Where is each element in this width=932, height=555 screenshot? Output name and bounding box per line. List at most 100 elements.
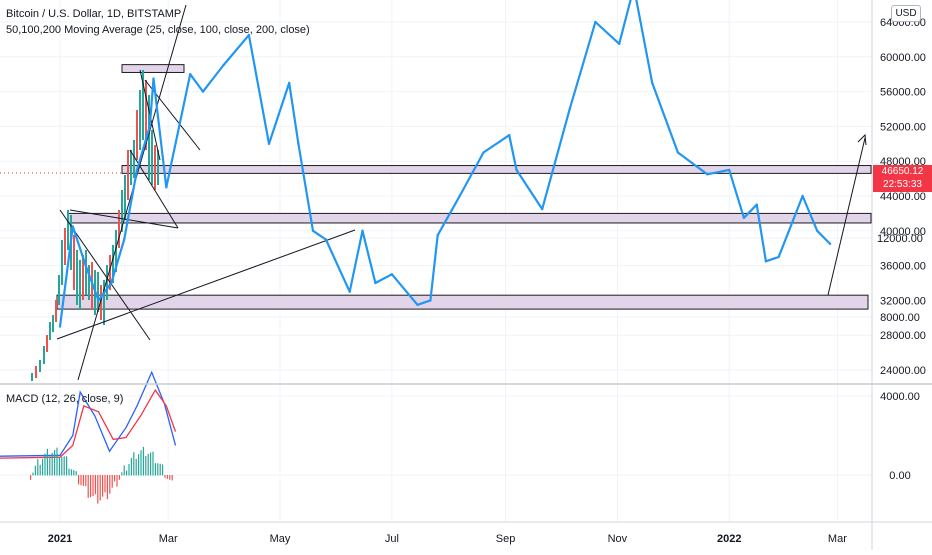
- trend-line: [56, 229, 356, 340]
- y-tick-label: 40000.00: [880, 226, 926, 238]
- candle: [79, 260, 81, 310]
- macd-histogram-bar: [32, 472, 34, 476]
- macd-histogram-bar: [135, 458, 137, 476]
- macd-histogram-bar: [90, 475, 92, 498]
- candle: [133, 140, 135, 178]
- candle: [64, 228, 66, 265]
- candle: [157, 150, 159, 185]
- x-tick-label: May: [270, 533, 291, 545]
- y-tick-label: 28000.00: [880, 330, 926, 342]
- price-point: [706, 173, 709, 176]
- macd-histogram-bar: [34, 465, 36, 476]
- price-point: [458, 194, 461, 198]
- candle: [148, 95, 150, 180]
- candle: [91, 262, 93, 310]
- candle: [31, 373, 33, 381]
- candle: [85, 250, 87, 295]
- macd-histogram-bar: [121, 472, 123, 476]
- signal-line: [0, 388, 177, 459]
- candle: [103, 280, 105, 325]
- x-tick-label: 2021: [48, 533, 72, 545]
- macd-histogram-bar: [54, 449, 56, 476]
- candle: [115, 230, 117, 272]
- price-point: [122, 238, 126, 241]
- price-point: [135, 168, 139, 172]
- currency-badge[interactable]: USD: [891, 5, 921, 22]
- moving-average-legend[interactable]: 50,100,200 Moving Average (25, close, 10…: [6, 24, 310, 36]
- macd-legend[interactable]: MACD (12, 26, close, 9): [6, 393, 124, 405]
- macd-histogram-bar: [111, 475, 113, 488]
- candle: [142, 70, 144, 140]
- price-point: [828, 242, 832, 246]
- price-point: [482, 151, 485, 154]
- candle: [58, 275, 60, 305]
- macd-histogram-bar: [68, 468, 70, 476]
- price-zone: [121, 165, 872, 174]
- macd-histogram-bar: [142, 446, 144, 476]
- candle: [82, 255, 84, 300]
- macd-histogram-bar: [80, 475, 82, 486]
- macd-histogram-bar: [166, 475, 168, 479]
- candle: [100, 285, 102, 320]
- price-point: [267, 142, 271, 145]
- macd-histogram-bar: [78, 475, 80, 485]
- macd-histogram-bar: [46, 448, 48, 476]
- macd-histogram-bar: [37, 459, 39, 476]
- price-point: [287, 81, 291, 85]
- price-zone: [121, 64, 185, 73]
- macd-histogram-bar: [169, 475, 171, 480]
- price-zone: [56, 294, 869, 310]
- candle: [97, 272, 99, 312]
- macd-histogram-bar: [73, 470, 75, 476]
- macd-histogram-bar: [58, 457, 60, 476]
- macd-histogram-bar: [51, 452, 53, 476]
- candle: [61, 240, 63, 285]
- price-point: [764, 260, 768, 263]
- macd-histogram-bar: [138, 454, 140, 476]
- price-point: [777, 255, 780, 259]
- bar-countdown-tag: 22:53:33: [873, 178, 932, 192]
- y-tick-label: 60000.00: [880, 52, 926, 64]
- price-point: [58, 325, 62, 328]
- macd-histogram-bar: [104, 475, 106, 493]
- macd-histogram-bar: [30, 475, 32, 480]
- macd-histogram-bar: [75, 471, 77, 476]
- price-point: [221, 64, 225, 67]
- y-tick-label: 52000.00: [880, 121, 926, 133]
- price-point: [801, 194, 804, 198]
- price-point: [374, 281, 377, 285]
- price-point: [201, 90, 205, 93]
- macd-y-tick-label: 4000.00: [880, 391, 920, 403]
- macd-histogram-bar: [44, 453, 46, 476]
- y-tick-label: 44000.00: [880, 191, 926, 203]
- candle: [136, 110, 138, 160]
- price-point: [148, 125, 152, 128]
- x-tick-label: Mar: [159, 533, 178, 545]
- x-tick-label: Mar: [828, 533, 847, 545]
- chart-title: Bitcoin / U.S. Dollar, 1D, BITSTAMP: [6, 8, 182, 20]
- candle: [130, 150, 132, 185]
- price-point: [97, 299, 100, 302]
- macd-histogram-bar: [97, 475, 99, 504]
- price-point: [541, 207, 544, 211]
- price-point: [742, 216, 746, 219]
- macd-histogram-bar: [133, 452, 135, 476]
- macd-histogram-bar: [147, 453, 149, 476]
- price-point: [110, 281, 113, 285]
- candle: [112, 245, 114, 283]
- macd-histogram-bar: [162, 464, 164, 476]
- price-point: [816, 229, 819, 232]
- candle: [46, 335, 48, 352]
- macd-histogram-bar: [145, 455, 147, 476]
- macd-histogram-bar: [82, 475, 84, 486]
- macd-y-tick-label: 0.00: [889, 470, 910, 482]
- macd-histogram-bar: [94, 475, 96, 495]
- candle: [154, 145, 156, 190]
- price-point: [568, 107, 571, 111]
- macd-histogram-bar: [140, 450, 142, 476]
- candle: [139, 90, 141, 150]
- price-point: [311, 229, 315, 232]
- macd-histogram-bar: [87, 475, 89, 498]
